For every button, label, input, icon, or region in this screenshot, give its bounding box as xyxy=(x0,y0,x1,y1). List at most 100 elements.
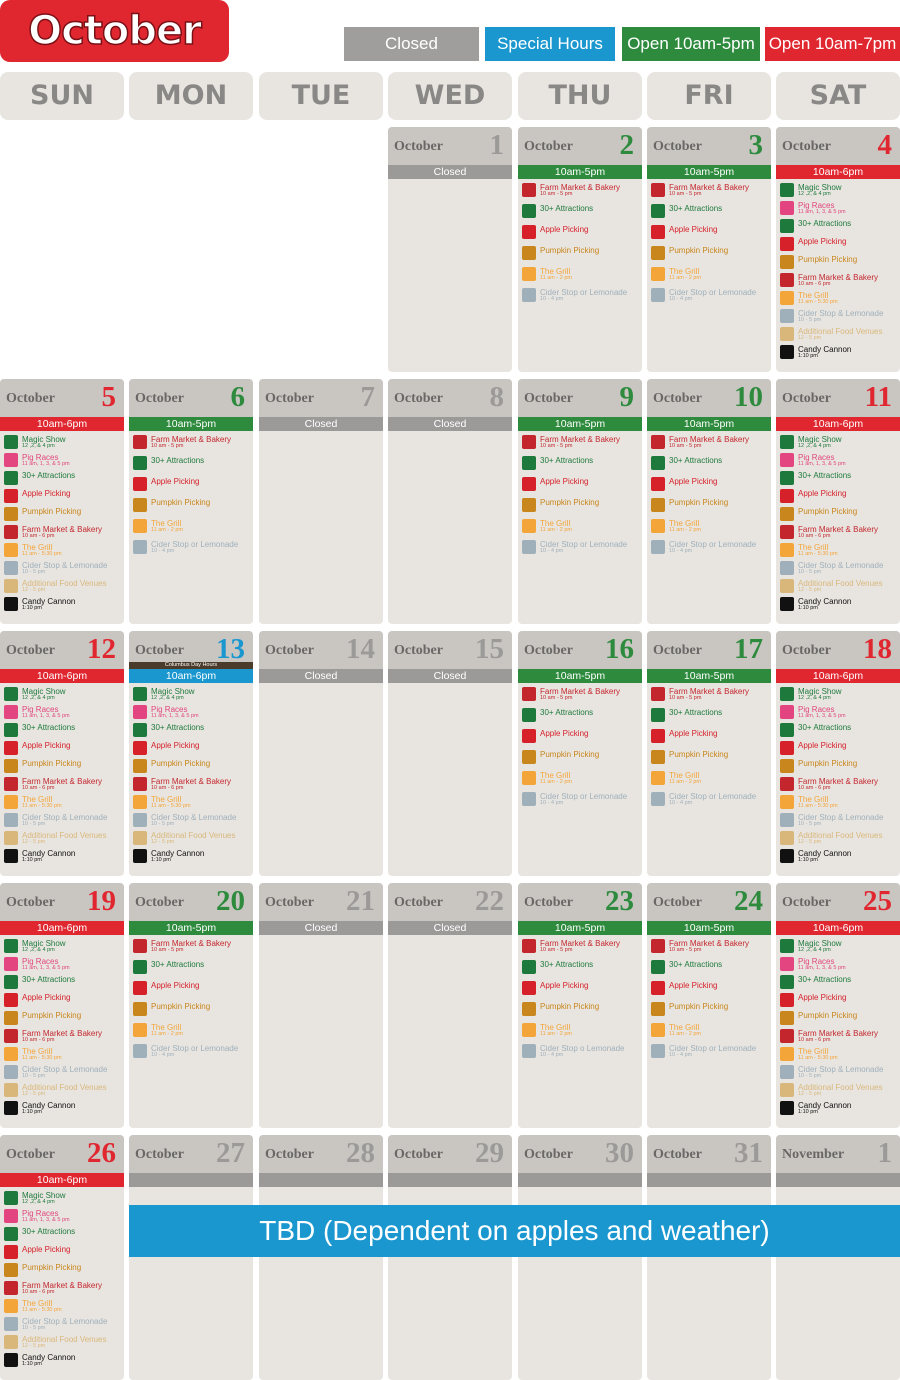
cell-header xyxy=(259,631,383,669)
event-name: 30+ Attractions xyxy=(798,471,852,480)
event-name: The Grill xyxy=(540,519,571,528)
event-name: 30+ Attractions xyxy=(151,960,205,969)
hours-bar xyxy=(776,1173,900,1187)
cell-header xyxy=(129,1135,253,1173)
event-icon xyxy=(651,519,665,533)
event-time: 10 - 4 pm xyxy=(669,548,693,554)
event-time: 10 am - 5 pm xyxy=(151,947,184,953)
event-icon xyxy=(780,489,794,503)
day-number: 4 xyxy=(877,129,893,161)
event-icon xyxy=(133,849,147,863)
month-label: October xyxy=(265,1147,314,1162)
event-name: Cider Stop or Lemonade xyxy=(151,540,239,549)
day-number: 11 xyxy=(864,381,892,413)
weekday-header: SAT xyxy=(776,72,900,120)
hours-bar xyxy=(129,1173,253,1187)
event-time: 10 am - 6 pm xyxy=(22,1289,55,1295)
event-icon xyxy=(4,813,18,827)
event-icon xyxy=(780,507,794,521)
event-time: 10 am - 6 pm xyxy=(22,533,55,539)
event-name: Candy Cannon xyxy=(798,1101,852,1110)
day-number: 20 xyxy=(216,885,245,917)
legend-item: Special Hours xyxy=(485,27,615,61)
event-icon xyxy=(651,225,665,239)
event-name: 30+ Attractions xyxy=(540,708,594,717)
event-time: 12 ,2, & 4 pm xyxy=(22,443,55,449)
event-name: Pig Races xyxy=(798,453,835,462)
event-time: 10 - 5 pm xyxy=(22,569,46,575)
hours-bar: 10am-5pm xyxy=(647,921,771,935)
hours-bar: 10am-5pm xyxy=(647,669,771,683)
weekday-header: MON xyxy=(129,72,253,120)
event-name: Pumpkin Picking xyxy=(798,1011,858,1020)
event-name: Apple Picking xyxy=(798,741,847,750)
event-name: The Grill xyxy=(798,795,829,804)
month-label: October xyxy=(524,643,573,658)
event-icon xyxy=(522,435,536,449)
event-name: Candy Cannon xyxy=(22,849,76,858)
event-name: Cider Stop or Lemonade xyxy=(669,540,757,549)
event-name: Farm Market & Bakery xyxy=(798,1029,879,1038)
event-name: Apple Picking xyxy=(22,489,71,498)
cell-header xyxy=(259,379,383,417)
event-name: The Grill xyxy=(22,1299,53,1308)
event-icon xyxy=(780,777,794,791)
day-cell: October 18 10am-6pm Magic Show 12 ,2, & 4 pm… xyxy=(776,631,900,876)
event-icon xyxy=(133,498,147,512)
day-cell: October 31 xyxy=(647,1135,771,1380)
event-time: 11 am - 2 pm xyxy=(540,779,572,785)
event-name: Cider Stop or Lemonade xyxy=(669,792,757,801)
event-time: 10 am - 5 pm xyxy=(669,191,702,197)
cell-header xyxy=(259,1135,383,1173)
event-time: 12 - 5 pm xyxy=(798,839,822,845)
event-name: Pig Races xyxy=(798,705,835,714)
event-icon xyxy=(4,1101,18,1115)
event-time: 11 am - 2 pm xyxy=(151,527,183,533)
event-name: Pumpkin Picking xyxy=(22,1011,82,1020)
event-name: Pumpkin Picking xyxy=(151,498,211,507)
event-icon xyxy=(522,456,536,470)
event-icon xyxy=(4,1245,18,1259)
event-icon xyxy=(651,960,665,974)
event-icon xyxy=(780,561,794,575)
event-icon xyxy=(780,309,794,323)
month-label: October xyxy=(394,391,443,406)
day-number: 30 xyxy=(605,1137,634,1169)
event-name: Farm Market & Bakery xyxy=(22,777,103,786)
event-name: Pig Races xyxy=(22,705,59,714)
event-name: Cider Stop or Lemonade xyxy=(540,540,628,549)
event-icon xyxy=(780,957,794,971)
event-time: 10 am - 6 pm xyxy=(798,533,831,539)
event-time: 10 am - 6 pm xyxy=(151,785,184,791)
event-name: Apple Picking xyxy=(151,741,200,750)
event-icon xyxy=(651,729,665,743)
event-icon xyxy=(133,759,147,773)
hours-bar: Closed xyxy=(259,921,383,935)
event-name: Farm Market & Bakery xyxy=(669,435,750,444)
event-name: 30+ Attractions xyxy=(669,204,723,213)
cell-header xyxy=(388,883,512,921)
event-name: Cider Stop o Lemonade xyxy=(540,1044,625,1053)
event-icon xyxy=(4,957,18,971)
event-icon xyxy=(133,687,147,701)
event-time: 11 am - 5:30 pm xyxy=(22,1307,62,1313)
day-cell: October 28 xyxy=(259,1135,383,1380)
event-icon xyxy=(4,831,18,845)
day-number: 15 xyxy=(475,633,504,665)
event-icon xyxy=(780,1047,794,1061)
day-cell: October 4 10am-6pm Magic Show 12 ,2, & 4 pm P… xyxy=(776,127,900,372)
day-number: 18 xyxy=(863,633,892,665)
month-label: October xyxy=(653,1147,702,1162)
event-name: The Grill xyxy=(151,1023,182,1032)
event-name: Pig Races xyxy=(798,201,835,210)
legend-item: Closed xyxy=(344,27,479,61)
month-label: October xyxy=(653,643,702,658)
event-name: 30+ Attractions xyxy=(151,456,205,465)
event-time: 11 am - 2 pm xyxy=(669,527,701,533)
event-time: 10 - 4 pm xyxy=(540,296,564,302)
cell-header xyxy=(0,379,124,417)
month-label: October xyxy=(524,895,573,910)
event-time: 10 - 4 pm xyxy=(151,548,175,554)
event-time: 11 am, 1, 3, & 5 pm xyxy=(798,461,846,467)
